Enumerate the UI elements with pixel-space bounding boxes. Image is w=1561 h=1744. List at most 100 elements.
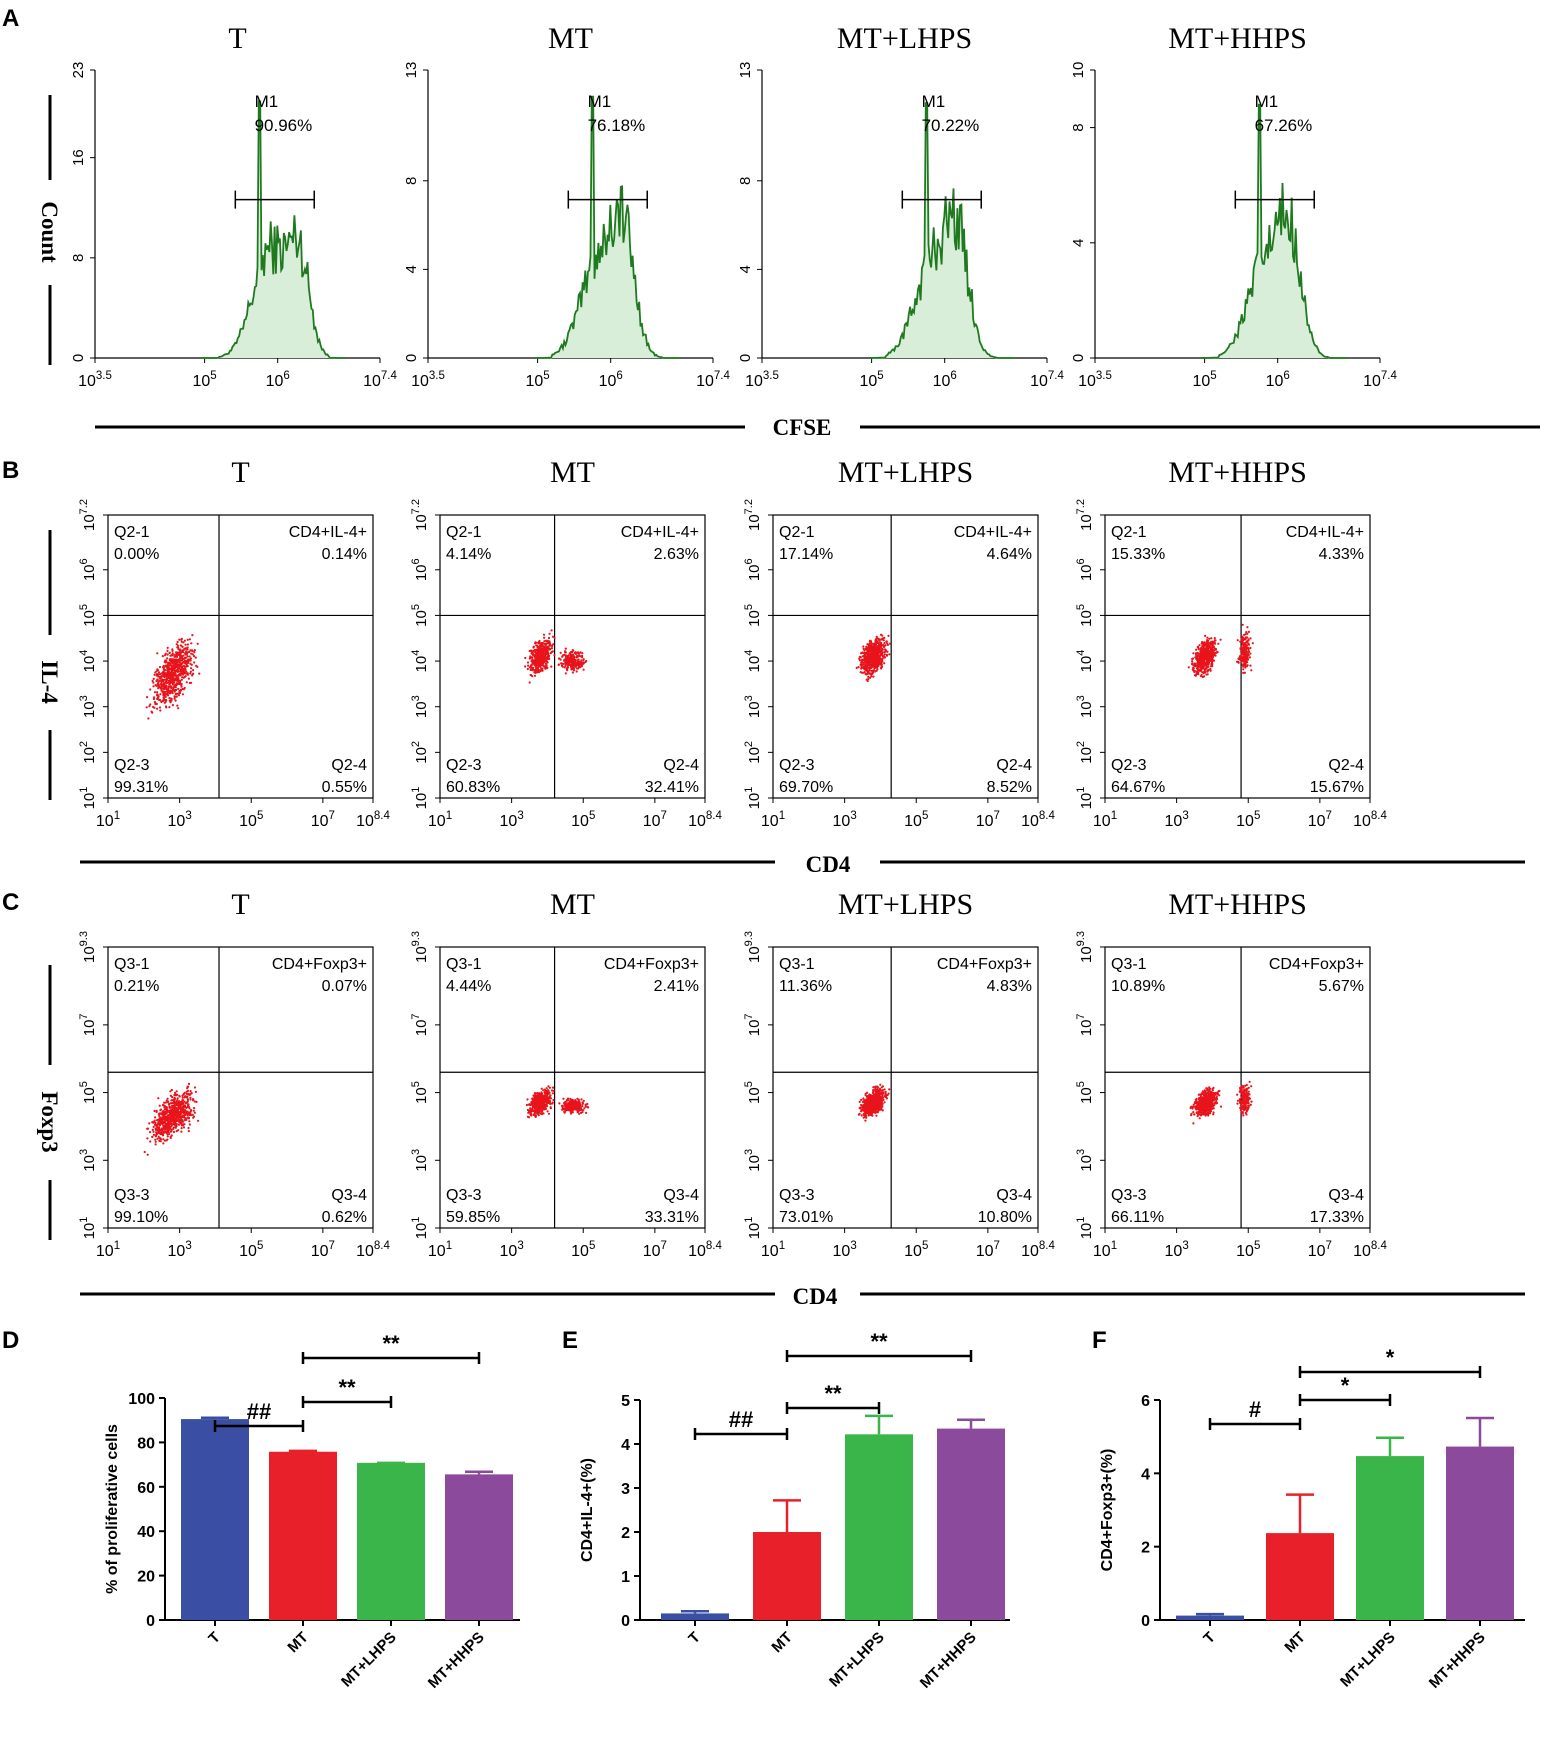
dot <box>153 691 157 694</box>
dot <box>183 686 186 690</box>
dot <box>860 1098 863 1101</box>
dot <box>1196 659 1199 662</box>
dot <box>871 656 874 659</box>
dot <box>551 650 555 653</box>
dot <box>541 667 544 670</box>
dot <box>1240 651 1244 654</box>
dot <box>873 662 876 665</box>
dot <box>178 1094 181 1097</box>
dot <box>192 1109 195 1112</box>
dot <box>568 1101 571 1105</box>
dot <box>1192 666 1195 670</box>
dot <box>881 660 884 663</box>
dot <box>163 1101 166 1104</box>
dot <box>1197 652 1200 655</box>
x-tick-label: 101 <box>1093 810 1117 830</box>
dot <box>187 1105 191 1109</box>
dot <box>569 1106 572 1109</box>
dot <box>163 1114 166 1117</box>
dot <box>1240 660 1243 663</box>
dot <box>180 1130 183 1133</box>
dot <box>190 663 193 666</box>
gate-label: M1 <box>922 92 946 111</box>
dot <box>863 651 866 654</box>
y-tick-label: 107 <box>410 1013 430 1036</box>
dot <box>528 657 532 660</box>
dot <box>1205 653 1208 656</box>
dot <box>566 662 569 666</box>
dot <box>173 1096 176 1100</box>
dot <box>1195 671 1198 674</box>
dot <box>1249 637 1252 640</box>
dot <box>548 1099 551 1102</box>
dot <box>164 1117 167 1120</box>
dotplot-title: MT <box>550 456 595 489</box>
x-tick-label: 105 <box>571 810 595 830</box>
dot <box>169 701 172 704</box>
y-tick-label: 101 <box>743 787 763 810</box>
dot <box>1199 648 1202 651</box>
x-tick-label: 107 <box>311 1240 335 1260</box>
dot <box>194 656 197 659</box>
dot <box>1212 648 1215 651</box>
histogram-line <box>534 95 680 359</box>
dot <box>191 653 194 656</box>
dot <box>1243 671 1246 674</box>
dot <box>874 670 877 673</box>
dot <box>1205 673 1208 676</box>
dot <box>1244 666 1247 669</box>
dot <box>1206 639 1209 642</box>
y-tick-label: 105 <box>410 604 430 627</box>
dot <box>178 670 181 673</box>
dot <box>878 638 881 641</box>
dot <box>1199 659 1202 662</box>
dot <box>571 665 574 668</box>
dot <box>157 687 160 690</box>
histogram-title: MT+LHPS <box>837 22 972 55</box>
dot <box>1201 675 1204 679</box>
panel-letter-c: C <box>2 889 19 916</box>
dot <box>185 1092 188 1095</box>
q4-label: Q2-4 <box>1328 757 1364 774</box>
dot-cloud <box>855 633 892 683</box>
dot <box>178 691 182 695</box>
dot <box>1209 643 1212 646</box>
dot <box>171 675 174 679</box>
dot <box>173 672 177 675</box>
dot <box>870 664 873 667</box>
dot <box>175 1090 178 1093</box>
dot <box>152 705 155 709</box>
dot <box>871 669 875 672</box>
y-tick-label: 109.3 <box>78 931 98 963</box>
dot <box>581 654 584 658</box>
x-tick-label: 107.4 <box>696 370 730 390</box>
y-tick-label: 104 <box>1075 650 1095 673</box>
dot <box>169 1130 172 1133</box>
dot <box>871 658 875 661</box>
dot <box>170 664 173 667</box>
dot <box>1196 667 1199 670</box>
dot <box>184 652 187 655</box>
y-tick-label: 104 <box>78 650 98 673</box>
dot <box>887 634 890 638</box>
x-tick-label: 108.4 <box>356 810 390 830</box>
dot <box>174 1110 177 1113</box>
dot <box>166 1138 169 1141</box>
q1-percent: 17.14% <box>779 546 833 563</box>
dot <box>173 1114 176 1117</box>
y-tick-label: 106 <box>78 558 98 581</box>
dot <box>1210 663 1213 666</box>
dot <box>1248 656 1251 659</box>
dot <box>871 653 874 656</box>
dot <box>152 1133 156 1136</box>
dot <box>553 654 556 657</box>
y-tick-label: 8 <box>403 177 420 185</box>
dot <box>183 676 186 679</box>
dot <box>1206 660 1209 664</box>
dot <box>168 692 172 695</box>
x-tick-label: 107.4 <box>363 370 397 390</box>
dot <box>538 1096 542 1100</box>
dot <box>534 1107 537 1110</box>
histogram-title: MT <box>548 22 593 55</box>
